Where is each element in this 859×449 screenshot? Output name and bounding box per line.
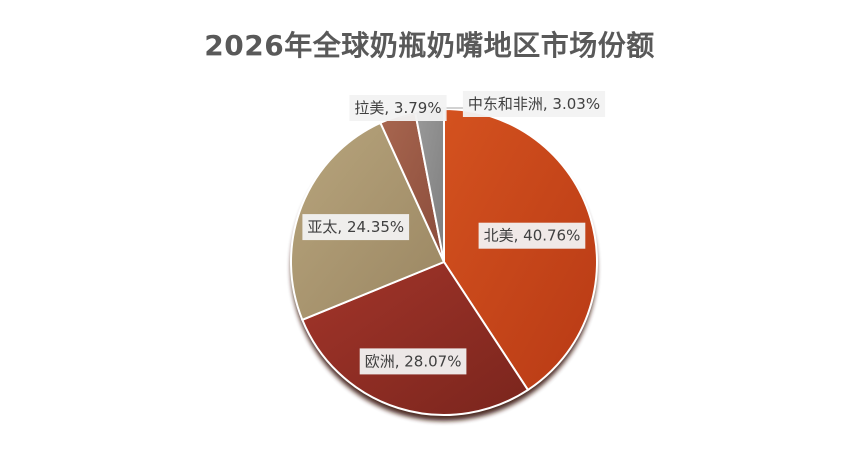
data-label-text-5: 中东和非洲, 3.03%	[468, 95, 600, 113]
data-label-text-2: 欧洲, 28.07%	[365, 352, 462, 370]
data-label-box-1	[478, 222, 586, 249]
data-label-4: 拉美, 3.79%	[349, 95, 447, 121]
data-label-text-4: 拉美, 3.79%	[354, 99, 441, 117]
data-label-text-3: 亚太, 24.35%	[307, 218, 404, 236]
data-label-2: 欧洲, 28.07%	[359, 348, 467, 375]
chart-title: 2026年全球奶瓶奶嘴地区市场份额	[204, 29, 655, 62]
data-label-box-4	[349, 95, 447, 121]
data-label-text-1: 北美, 40.76%	[484, 227, 581, 245]
pie-slice-2	[301, 260, 530, 416]
data-label-box-5	[462, 91, 606, 117]
data-label-box-2	[359, 348, 467, 375]
data-label-box-3	[302, 214, 410, 241]
data-label-1: 北美, 40.76%	[478, 222, 586, 249]
data-label-3: 亚太, 24.35%	[302, 214, 410, 241]
data-label-5: 中东和非洲, 3.03%	[462, 91, 606, 117]
